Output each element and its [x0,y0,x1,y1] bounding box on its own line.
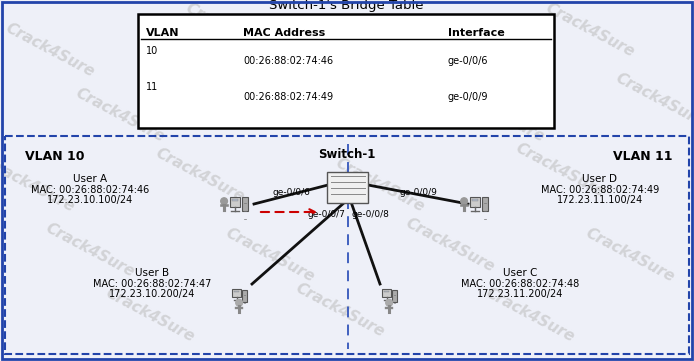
Text: Crack4Sure: Crack4Sure [483,285,577,345]
Text: Crack4Sure: Crack4Sure [513,140,607,200]
Circle shape [461,198,468,205]
Text: ge-0/0/6: ge-0/0/6 [448,56,489,66]
Bar [138,14,554,128]
Text: MAC Address: MAC Address [243,28,325,38]
Circle shape [236,299,242,306]
Text: MAC: 00:26:88:02:74:46: MAC: 00:26:88:02:74:46 [31,185,149,195]
Text: Crack4Sure: Crack4Sure [3,20,97,80]
Text: Switch-1: Switch-1 [319,148,375,161]
FancyBboxPatch shape [328,171,369,203]
Bar [235,291,239,292]
Text: ge-0/0/7: ge-0/0/7 [307,210,345,219]
Text: 00:26:88:02:74:49: 00:26:88:02:74:49 [243,92,333,102]
Text: Crack4Sure: Crack4Sure [183,0,277,60]
Text: Crack4Sure: Crack4Sure [583,225,677,285]
Text: VLAN: VLAN [146,28,180,38]
Circle shape [386,299,393,306]
Text: Crack4Sure: Crack4Sure [153,145,247,205]
Bar [470,197,480,207]
Text: User A: User A [73,174,107,184]
Text: ge-0/0/9: ge-0/0/9 [399,188,437,197]
Text: 172.23.11.200/24: 172.23.11.200/24 [477,289,564,299]
Text: Crack4Sure: Crack4Sure [263,70,357,130]
Bar [232,199,238,201]
Bar [482,197,489,210]
Bar [242,291,247,301]
Text: MAC: 00:26:88:02:74:49: MAC: 00:26:88:02:74:49 [541,185,659,195]
Text: VLAN 11: VLAN 11 [613,150,672,163]
Bar [5,136,689,354]
Text: Crack4Sure: Crack4Sure [613,70,694,130]
Text: Crack4Sure: Crack4Sure [333,155,427,215]
Text: Crack4Sure: Crack4Sure [103,285,197,345]
Bar [242,197,248,210]
Text: 00:26:88:02:74:46: 00:26:88:02:74:46 [243,56,333,66]
Text: 172.23.10.200/24: 172.23.10.200/24 [109,289,195,299]
Text: Crack4Sure: Crack4Sure [43,220,137,280]
Text: Crack4Sure: Crack4Sure [223,225,317,285]
Text: User D: User D [582,174,618,184]
Text: ge-0/0/9: ge-0/0/9 [448,92,489,102]
Text: MAC: 00:26:88:02:74:47: MAC: 00:26:88:02:74:47 [93,279,211,289]
Text: User C: User C [503,268,537,278]
Bar [230,197,240,207]
Text: Switch-1's Bridge Table: Switch-1's Bridge Table [269,0,423,12]
Circle shape [221,198,228,205]
Text: Crack4Sure: Crack4Sure [543,0,637,60]
Bar [472,199,478,201]
Text: 11: 11 [146,82,158,92]
Bar [391,291,397,301]
Text: Crack4Sure: Crack4Sure [453,85,547,145]
Text: Crack4Sure: Crack4Sure [73,85,167,145]
Bar [384,291,389,292]
Text: 172.23.11.100/24: 172.23.11.100/24 [557,195,643,205]
Text: Crack4Sure: Crack4Sure [293,280,387,340]
Text: Crack4Sure: Crack4Sure [403,215,497,275]
Text: Crack4Sure: Crack4Sure [363,20,457,80]
Bar [382,289,391,297]
Text: User B: User B [135,268,169,278]
Text: ge-0/0/8: ge-0/0/8 [351,210,389,219]
Text: Crack4Sure: Crack4Sure [0,155,77,215]
Text: VLAN 10: VLAN 10 [25,150,85,163]
Text: 172.23.10.100/24: 172.23.10.100/24 [47,195,133,205]
Text: 10: 10 [146,46,158,56]
Text: MAC: 00:26:88:02:74:48: MAC: 00:26:88:02:74:48 [461,279,579,289]
Bar [232,289,241,297]
Text: ge-0/0/6: ge-0/0/6 [272,188,310,197]
Text: Interface: Interface [448,28,505,38]
